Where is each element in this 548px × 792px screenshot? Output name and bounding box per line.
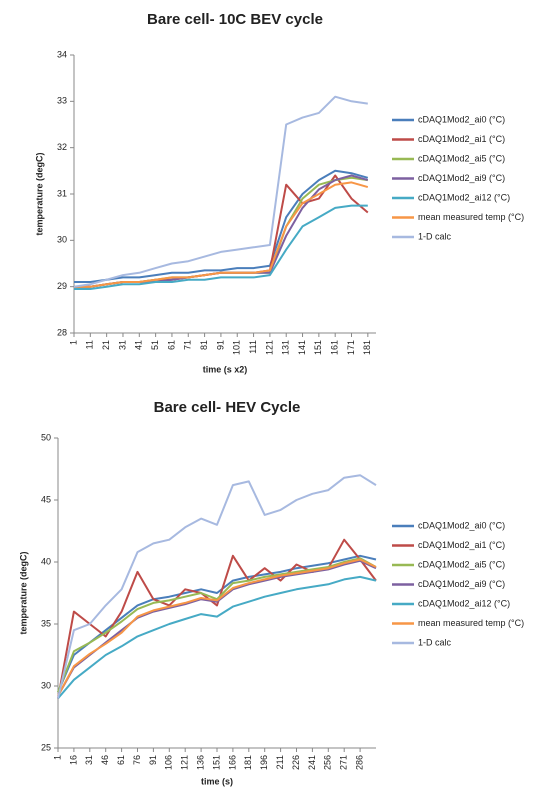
y-tick-label: 33 [57,96,67,106]
data-line [57,559,377,697]
data-line [57,575,377,700]
chart-title: Bare cell- HEV Cycle [154,399,301,416]
x-tick-label: 11 [85,340,95,349]
data-line [74,204,368,290]
legend-label: cDAQ1Mod2_ai0 (°C) [418,520,505,530]
data-line [57,554,377,693]
x-tick-label: 181 [362,340,372,355]
x-tick-label: 121 [264,340,274,355]
legend-label: 1-D calc [418,231,452,241]
x-tick-label: 166 [227,755,237,770]
data-line [74,169,369,283]
legend-label: cDAQ1Mod2_ai0 (°C) [418,114,505,124]
x-axis-title: time (s x2) [203,364,248,374]
legend-label: mean measured temp (°C) [418,618,524,628]
x-tick-label: 256 [323,755,333,770]
y-tick-label: 31 [57,188,67,198]
legend-label: 1-D calc [418,637,452,647]
x-tick-label: 161 [330,340,340,355]
x-tick-label: 21 [101,340,111,350]
x-tick-label: 171 [346,340,356,355]
x-tick-label: 76 [132,755,142,765]
x-tick-label: 151 [211,755,221,770]
y-tick-label: 32 [57,142,67,152]
x-tick-label: 106 [164,755,174,770]
x-tick-label: 61 [116,755,126,765]
legend-label: cDAQ1Mod2_ai9 (°C) [418,173,505,183]
legend-label: cDAQ1Mod2_ai1 (°C) [418,134,505,144]
x-tick-label: 181 [243,755,253,770]
legend-label: cDAQ1Mod2_ai12 (°C) [418,598,510,608]
y-tick-label: 34 [57,49,67,59]
legend-label: mean measured temp (°C) [418,212,524,222]
legend-label: cDAQ1Mod2_ai5 (°C) [418,559,505,569]
x-tick-label: 31 [117,340,127,350]
x-tick-label: 121 [180,755,190,770]
x-tick-label: 131 [281,340,291,355]
data-line [57,558,377,697]
x-tick-label: 71 [183,340,193,350]
y-tick-label: 28 [57,327,67,337]
data-line [73,95,368,288]
x-tick-label: 211 [275,755,285,769]
chart-title: Bare cell- 10C BEV cycle [147,11,323,28]
x-tick-label: 141 [297,340,307,355]
y-tick-label: 25 [41,742,51,752]
x-tick-label: 111 [248,340,258,354]
x-tick-label: 91 [215,340,225,350]
x-tick-label: 61 [166,340,176,350]
x-tick-label: 41 [134,340,144,350]
x-tick-label: 1 [52,755,62,760]
x-tick-label: 226 [291,755,301,770]
y-tick-label: 40 [41,556,51,566]
data-line [57,474,377,699]
y-tick-label: 50 [41,432,51,442]
x-tick-label: 31 [84,755,94,765]
x-tick-label: 101 [232,340,242,355]
y-tick-label: 35 [41,618,51,628]
legend-label: cDAQ1Mod2_ai5 (°C) [418,153,505,163]
x-tick-label: 16 [68,755,78,765]
x-axis-title: time (s) [201,776,233,786]
x-tick-label: 271 [339,755,349,770]
y-tick-label: 30 [41,680,51,690]
data-line [74,181,369,288]
x-tick-label: 46 [100,755,110,765]
data-line [57,557,377,693]
x-tick-label: 136 [195,755,205,770]
x-tick-label: 51 [150,340,160,350]
x-tick-label: 196 [259,755,269,770]
y-tick-label: 30 [57,235,67,245]
x-tick-label: 91 [148,755,158,765]
x-tick-label: 81 [199,340,209,350]
legend-label: cDAQ1Mod2_ai12 (°C) [418,192,510,202]
y-tick-label: 29 [57,281,67,291]
y-tick-label: 45 [41,494,51,504]
y-axis-title: temperature (degC) [34,152,44,235]
x-tick-label: 151 [313,340,323,355]
legend-label: cDAQ1Mod2_ai1 (°C) [418,540,505,550]
legend-label: cDAQ1Mod2_ai9 (°C) [418,579,505,589]
x-tick-label: 241 [307,755,317,770]
y-axis-title: temperature (degC) [18,551,28,634]
x-tick-label: 1 [68,340,78,345]
x-tick-label: 286 [354,755,364,770]
